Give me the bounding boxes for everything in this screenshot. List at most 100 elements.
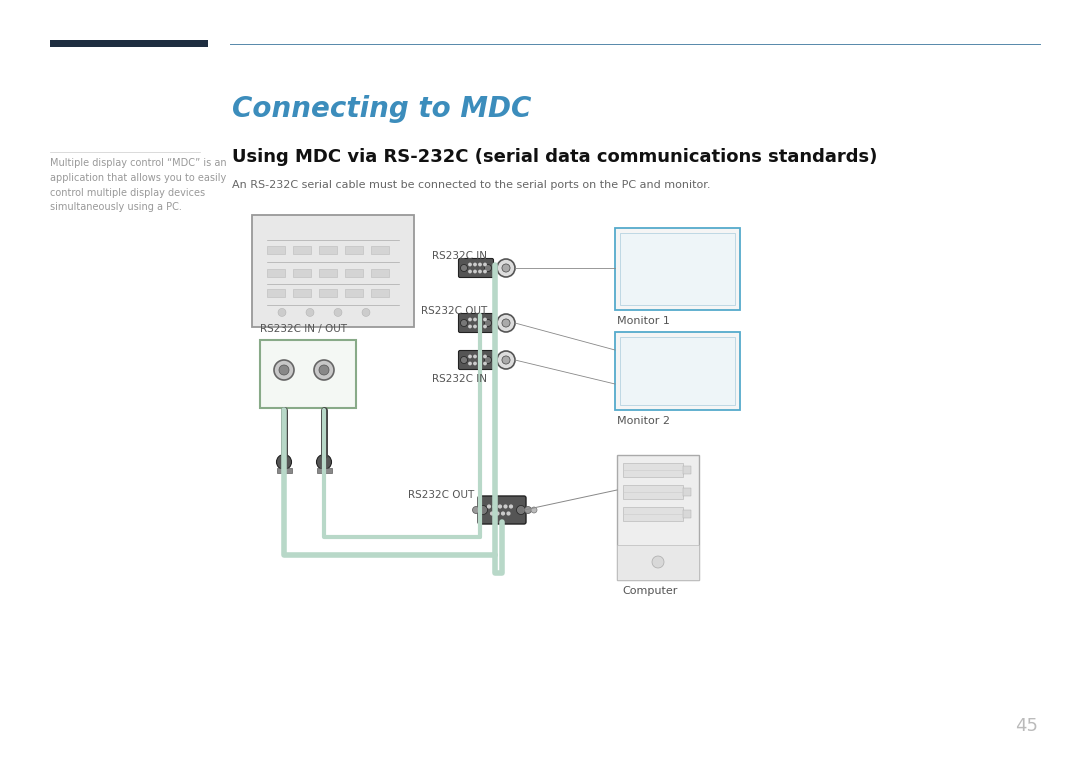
Circle shape	[478, 318, 482, 320]
Circle shape	[478, 325, 482, 327]
FancyBboxPatch shape	[372, 269, 389, 277]
Circle shape	[474, 318, 476, 320]
Circle shape	[499, 505, 501, 508]
FancyBboxPatch shape	[345, 246, 363, 254]
Circle shape	[490, 512, 494, 515]
Circle shape	[314, 360, 334, 380]
Circle shape	[497, 314, 515, 332]
Circle shape	[460, 320, 468, 327]
FancyBboxPatch shape	[50, 40, 208, 47]
FancyBboxPatch shape	[623, 463, 683, 477]
Circle shape	[501, 512, 504, 515]
Circle shape	[502, 264, 510, 272]
Text: RS232C IN: RS232C IN	[432, 374, 487, 384]
Circle shape	[525, 507, 531, 513]
FancyBboxPatch shape	[252, 215, 414, 327]
FancyBboxPatch shape	[267, 246, 285, 254]
Text: Monitor 1: Monitor 1	[617, 316, 670, 326]
Circle shape	[494, 505, 496, 508]
FancyBboxPatch shape	[478, 496, 526, 524]
Circle shape	[485, 265, 491, 272]
Circle shape	[510, 505, 512, 508]
Circle shape	[508, 512, 510, 515]
FancyBboxPatch shape	[459, 314, 494, 333]
FancyBboxPatch shape	[293, 246, 311, 254]
FancyBboxPatch shape	[319, 246, 337, 254]
FancyBboxPatch shape	[276, 468, 292, 473]
Circle shape	[474, 270, 476, 272]
Circle shape	[274, 360, 294, 380]
Circle shape	[496, 512, 499, 515]
FancyBboxPatch shape	[345, 289, 363, 297]
FancyBboxPatch shape	[620, 233, 735, 305]
Text: Monitor 2: Monitor 2	[617, 416, 670, 426]
FancyBboxPatch shape	[293, 289, 311, 297]
Text: Computer: Computer	[622, 586, 677, 596]
Circle shape	[306, 308, 314, 317]
FancyBboxPatch shape	[319, 269, 337, 277]
FancyBboxPatch shape	[372, 246, 389, 254]
FancyBboxPatch shape	[683, 466, 691, 474]
Circle shape	[474, 362, 476, 365]
FancyBboxPatch shape	[683, 510, 691, 518]
FancyBboxPatch shape	[372, 289, 389, 297]
FancyBboxPatch shape	[459, 350, 494, 369]
FancyBboxPatch shape	[459, 259, 494, 278]
Text: An RS-232C serial cable must be connected to the serial ports on the PC and moni: An RS-232C serial cable must be connecte…	[232, 180, 711, 190]
Circle shape	[485, 320, 491, 327]
Circle shape	[484, 270, 486, 272]
Circle shape	[276, 455, 292, 469]
Circle shape	[362, 308, 370, 317]
Circle shape	[502, 319, 510, 327]
Circle shape	[469, 270, 471, 272]
Circle shape	[469, 325, 471, 327]
Circle shape	[478, 270, 482, 272]
FancyBboxPatch shape	[316, 468, 332, 473]
Circle shape	[278, 308, 286, 317]
Circle shape	[504, 505, 507, 508]
Text: Using MDC via RS-232C (serial data communications standards): Using MDC via RS-232C (serial data commu…	[232, 148, 877, 166]
FancyBboxPatch shape	[319, 289, 337, 297]
Text: RS232C OUT: RS232C OUT	[408, 490, 474, 500]
Circle shape	[279, 365, 289, 375]
Circle shape	[487, 505, 490, 508]
FancyBboxPatch shape	[615, 228, 740, 310]
Circle shape	[469, 362, 471, 365]
Circle shape	[478, 506, 487, 514]
Text: Multiple display control “MDC” is an
application that allows you to easily
contr: Multiple display control “MDC” is an app…	[50, 158, 227, 212]
Circle shape	[460, 356, 468, 363]
Circle shape	[484, 318, 486, 320]
Circle shape	[497, 259, 515, 277]
Circle shape	[516, 506, 526, 514]
Text: RS232C OUT: RS232C OUT	[421, 306, 487, 316]
Circle shape	[531, 507, 537, 513]
Circle shape	[484, 263, 486, 266]
Circle shape	[497, 351, 515, 369]
Circle shape	[484, 362, 486, 365]
Circle shape	[473, 507, 480, 513]
Text: 45: 45	[1015, 717, 1038, 735]
Circle shape	[474, 356, 476, 358]
FancyBboxPatch shape	[345, 269, 363, 277]
Circle shape	[469, 318, 471, 320]
FancyBboxPatch shape	[293, 269, 311, 277]
Circle shape	[484, 325, 486, 327]
Circle shape	[334, 308, 342, 317]
Circle shape	[319, 365, 329, 375]
FancyBboxPatch shape	[683, 488, 691, 496]
FancyBboxPatch shape	[620, 337, 735, 405]
Circle shape	[485, 356, 491, 363]
Circle shape	[469, 263, 471, 266]
FancyBboxPatch shape	[617, 455, 699, 580]
Text: RS232C IN / OUT: RS232C IN / OUT	[260, 324, 347, 334]
FancyBboxPatch shape	[267, 289, 285, 297]
Circle shape	[478, 362, 482, 365]
Circle shape	[478, 263, 482, 266]
Circle shape	[469, 356, 471, 358]
FancyBboxPatch shape	[623, 485, 683, 499]
Circle shape	[316, 455, 332, 469]
Circle shape	[460, 265, 468, 272]
Circle shape	[484, 356, 486, 358]
FancyBboxPatch shape	[617, 545, 699, 580]
Text: Connecting to MDC: Connecting to MDC	[232, 95, 531, 123]
